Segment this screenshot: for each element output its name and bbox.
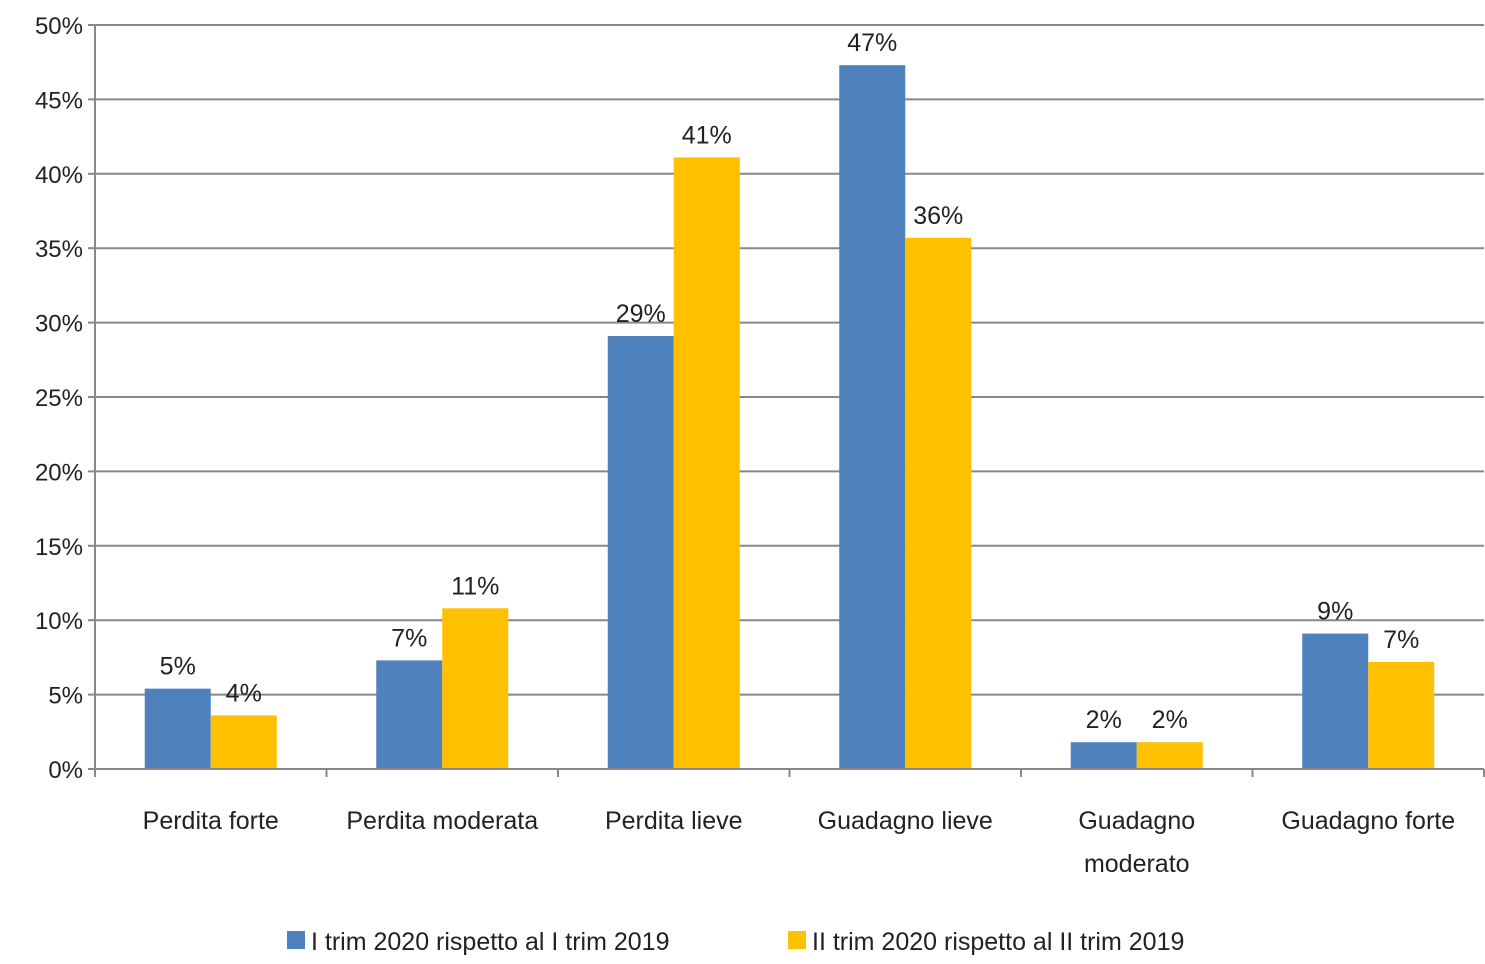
data-label: 11% xyxy=(451,572,499,600)
bar-series-1 xyxy=(839,65,906,769)
bar-series-2 xyxy=(442,608,509,769)
x-category-label: Guadagno lieve xyxy=(818,807,993,835)
y-tick-label: 10% xyxy=(35,608,83,635)
x-category-label: Perdita lieve xyxy=(605,807,743,835)
x-category-label: Perdita moderata xyxy=(346,807,538,835)
x-category-label: Guadagno forte xyxy=(1281,807,1455,835)
y-tick-label: 25% xyxy=(35,385,83,412)
data-label: 4% xyxy=(226,679,262,707)
legend-label-series-2: II trim 2020 rispetto al II trim 2019 xyxy=(812,928,1184,956)
data-label: 29% xyxy=(616,300,666,328)
legend-swatch-series-1 xyxy=(287,931,305,949)
data-labels: 5% 4% 7% 11% 29% 41% 47% 36% 2% 2% 9% 7% xyxy=(160,29,1420,734)
bar-series-1 xyxy=(376,660,443,769)
data-label: 47% xyxy=(847,29,897,57)
data-label: 41% xyxy=(682,121,732,149)
data-label: 5% xyxy=(160,653,196,681)
y-tick-label: 35% xyxy=(35,236,83,263)
bar-series-1 xyxy=(607,335,674,769)
y-tick-label: 5% xyxy=(48,683,83,710)
bar-series-2 xyxy=(673,157,740,769)
y-tick-label: 45% xyxy=(35,87,83,114)
x-category-label: moderato xyxy=(1084,850,1190,878)
data-label: 2% xyxy=(1152,706,1188,734)
data-label: 7% xyxy=(1383,626,1419,654)
bars xyxy=(144,65,1435,769)
legend-label-series-1: I trim 2020 rispetto al I trim 2019 xyxy=(311,928,669,956)
y-tick-label: 40% xyxy=(35,162,83,189)
data-label: 2% xyxy=(1086,706,1122,734)
bar-series-1 xyxy=(144,688,211,769)
bar-series-1 xyxy=(1070,742,1137,769)
y-tick-label: 50% xyxy=(35,13,83,40)
data-label: 36% xyxy=(913,202,963,230)
gridlines xyxy=(95,24,1484,696)
bar-series-2 xyxy=(905,237,972,769)
y-tick-label: 15% xyxy=(35,534,83,561)
y-tick-label: 20% xyxy=(35,459,83,486)
legend: I trim 2020 rispetto al I trim 2019 II tr… xyxy=(287,928,1184,956)
data-label: 7% xyxy=(391,624,427,652)
x-category-label: Perdita forte xyxy=(143,807,279,835)
bar-series-2 xyxy=(210,715,277,769)
bar-series-1 xyxy=(1302,633,1369,769)
bar-series-2 xyxy=(1368,661,1435,769)
x-category-label: Guadagno xyxy=(1078,807,1195,835)
data-label: 9% xyxy=(1317,598,1353,626)
y-tick-label: 30% xyxy=(35,311,83,338)
y-tick-label: 0% xyxy=(48,757,83,784)
axes: 0% 5% 10% 15% 20% 25% 30% 35% 40% 45% 50% Perdita f… xyxy=(35,13,1485,878)
bar-series-2 xyxy=(1136,742,1203,769)
legend-swatch-series-2 xyxy=(788,931,806,949)
